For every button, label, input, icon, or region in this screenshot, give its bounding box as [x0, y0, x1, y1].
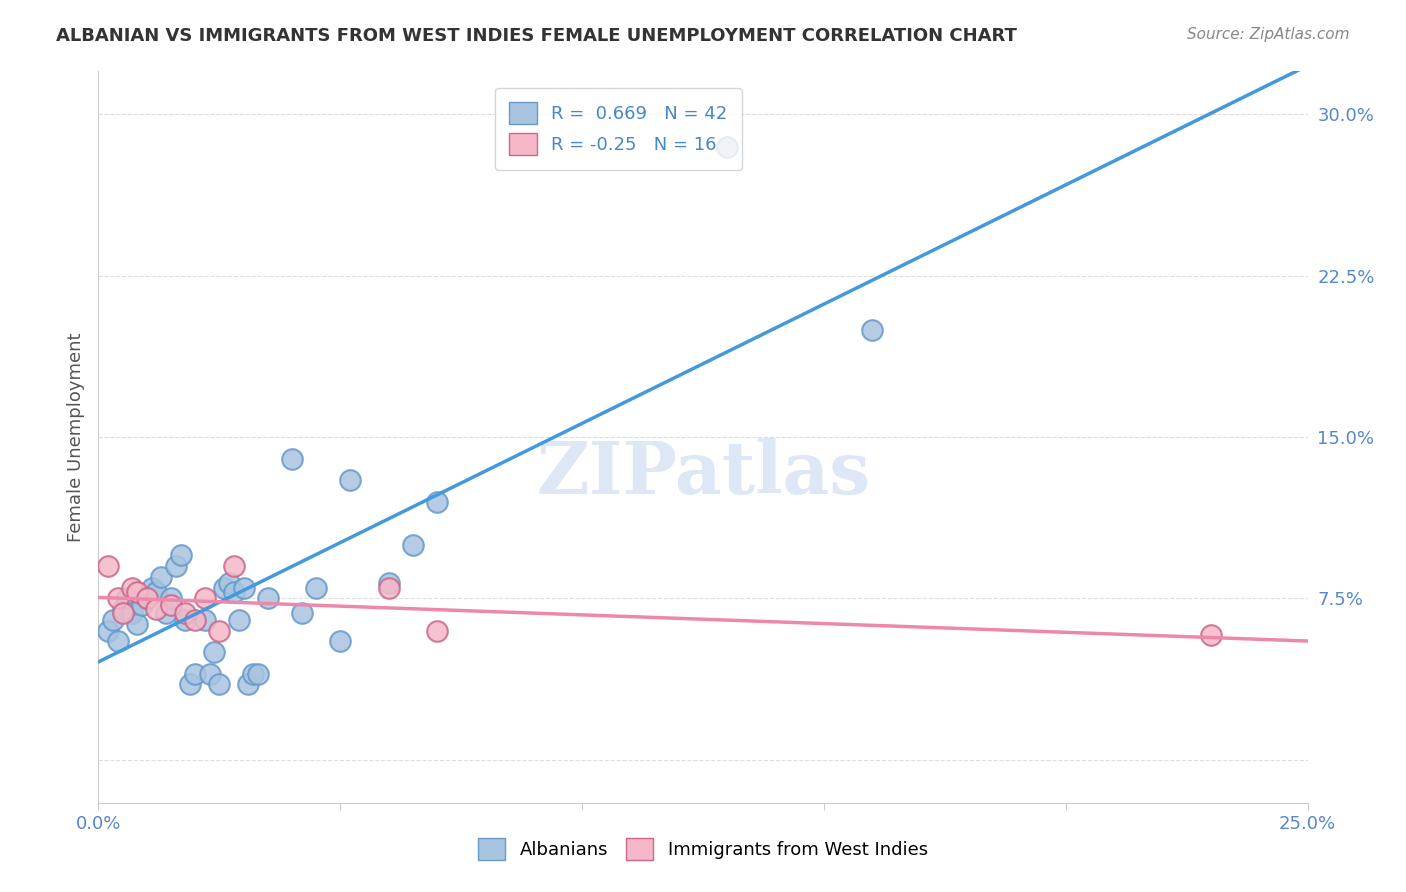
- Point: [107, 634, 129, 648]
- Point: [135, 591, 157, 606]
- Point: [145, 602, 167, 616]
- Point: [402, 538, 425, 552]
- Point: [222, 585, 245, 599]
- Y-axis label: Female Unemployment: Female Unemployment: [66, 333, 84, 541]
- Point: [305, 581, 328, 595]
- Point: [184, 613, 207, 627]
- Point: [174, 607, 197, 621]
- Point: [339, 473, 361, 487]
- Point: [242, 666, 264, 681]
- Point: [238, 677, 260, 691]
- Point: [97, 559, 120, 574]
- Point: [127, 617, 149, 632]
- Point: [107, 591, 129, 606]
- Point: [131, 598, 153, 612]
- Point: [165, 559, 187, 574]
- Point: [194, 591, 217, 606]
- Point: [174, 613, 197, 627]
- Point: [145, 585, 167, 599]
- Point: [117, 591, 139, 606]
- Point: [290, 607, 312, 621]
- Point: [135, 591, 157, 606]
- Point: [860, 322, 883, 336]
- Point: [377, 581, 399, 595]
- Text: ZIPatlas: ZIPatlas: [536, 438, 870, 509]
- Point: [204, 645, 226, 659]
- Legend: Albanians, Immigrants from West Indies: Albanians, Immigrants from West Indies: [464, 823, 942, 874]
- Point: [212, 581, 235, 595]
- Point: [101, 613, 124, 627]
- Point: [111, 602, 134, 616]
- Point: [222, 559, 245, 574]
- Point: [121, 607, 143, 621]
- Point: [194, 613, 217, 627]
- Point: [232, 581, 254, 595]
- Point: [141, 581, 163, 595]
- Point: [228, 613, 250, 627]
- Point: [716, 139, 738, 153]
- Point: [256, 591, 278, 606]
- Point: [127, 585, 149, 599]
- Point: [377, 576, 399, 591]
- Text: ALBANIAN VS IMMIGRANTS FROM WEST INDIES FEMALE UNEMPLOYMENT CORRELATION CHART: ALBANIAN VS IMMIGRANTS FROM WEST INDIES …: [56, 27, 1017, 45]
- Point: [426, 624, 449, 638]
- Point: [218, 576, 240, 591]
- Legend: R =  0.669   N = 42, R = -0.25   N = 16: R = 0.669 N = 42, R = -0.25 N = 16: [495, 87, 742, 169]
- Point: [1199, 628, 1222, 642]
- Point: [160, 591, 183, 606]
- Point: [426, 494, 449, 508]
- Point: [198, 666, 221, 681]
- Point: [179, 677, 201, 691]
- Text: Source: ZipAtlas.com: Source: ZipAtlas.com: [1187, 27, 1350, 42]
- Point: [184, 666, 207, 681]
- Point: [155, 607, 177, 621]
- Point: [208, 624, 231, 638]
- Point: [160, 598, 183, 612]
- Point: [121, 581, 143, 595]
- Point: [247, 666, 270, 681]
- Point: [329, 634, 352, 648]
- Point: [97, 624, 120, 638]
- Point: [281, 451, 304, 466]
- Point: [150, 570, 173, 584]
- Point: [169, 549, 191, 563]
- Point: [208, 677, 231, 691]
- Point: [111, 607, 134, 621]
